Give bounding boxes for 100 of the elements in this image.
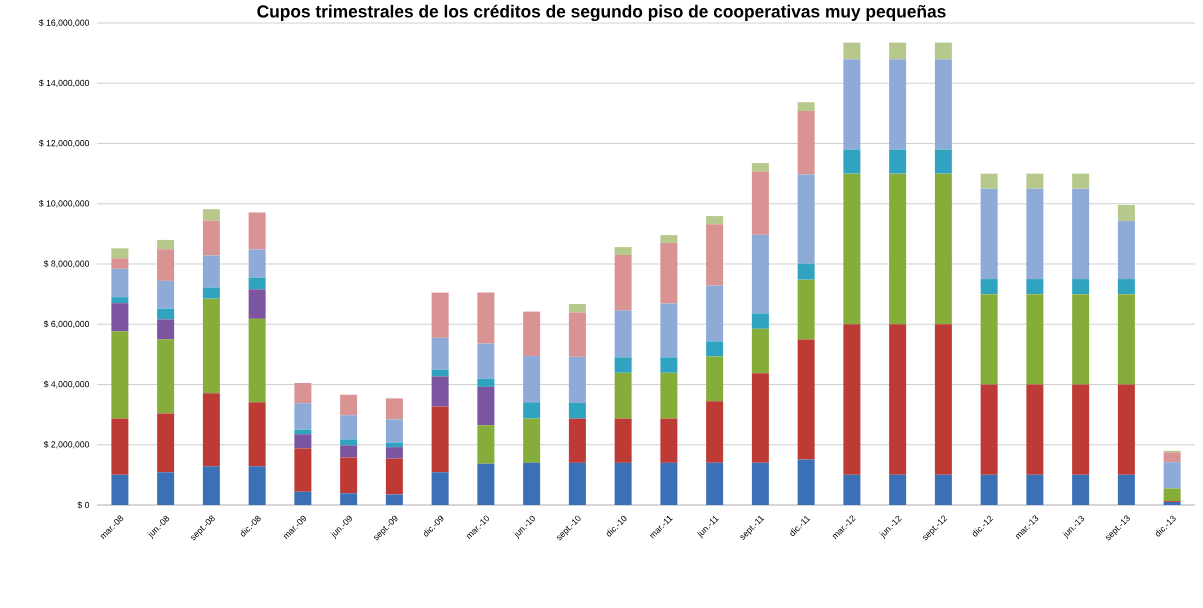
y-tick-label: $ 8,000,000	[43, 260, 90, 268]
bar	[843, 149, 861, 174]
bar	[843, 474, 861, 505]
bar	[523, 355, 541, 403]
bar	[614, 462, 632, 505]
bar	[706, 462, 724, 505]
bar	[477, 292, 495, 344]
bar	[294, 448, 312, 492]
bar	[202, 287, 220, 299]
bar	[568, 418, 586, 463]
bar	[797, 279, 815, 340]
bar	[797, 339, 815, 460]
bar	[889, 324, 907, 475]
bar	[843, 59, 861, 150]
bar	[202, 209, 220, 221]
bar	[202, 466, 220, 505]
bar	[294, 383, 312, 404]
bar	[1163, 488, 1181, 502]
bar	[1117, 474, 1135, 505]
bar	[294, 434, 312, 449]
bar	[568, 312, 586, 357]
bar	[248, 466, 266, 505]
bar	[1026, 173, 1044, 189]
bar	[340, 493, 358, 505]
bar	[614, 372, 632, 419]
bar	[614, 310, 632, 358]
bar	[1163, 452, 1181, 463]
bar	[889, 173, 907, 325]
bar	[294, 403, 312, 430]
y-tick-label: $ 0	[77, 501, 90, 509]
bar	[1026, 279, 1044, 295]
bar	[980, 384, 998, 475]
bar	[660, 242, 678, 304]
bar	[934, 42, 952, 60]
bar	[111, 268, 129, 298]
y-tick-label: $ 16,000,000	[38, 19, 90, 27]
bar	[385, 458, 403, 495]
bar	[614, 247, 632, 255]
bar	[568, 356, 586, 403]
bar	[1072, 188, 1090, 280]
bar	[751, 373, 769, 463]
bar	[202, 220, 220, 256]
bar	[431, 292, 449, 338]
bar	[660, 235, 678, 243]
bar	[340, 394, 358, 416]
y-tick-label: $ 2,000,000	[43, 441, 90, 449]
bar	[614, 418, 632, 463]
bar	[385, 447, 403, 459]
bar	[523, 462, 541, 505]
bar	[202, 298, 220, 394]
bar	[340, 439, 358, 446]
bar	[843, 42, 861, 60]
chart-title: Cupos trimestrales de los créditos de segundo piso de cooperativas muy pequeñas	[257, 4, 946, 22]
bar	[568, 462, 586, 505]
bar	[797, 102, 815, 111]
bar	[1026, 188, 1044, 280]
bar	[614, 357, 632, 373]
bar	[660, 303, 678, 358]
bar	[660, 372, 678, 419]
bar	[111, 248, 129, 259]
bar	[797, 110, 815, 175]
bar	[431, 369, 449, 377]
bar	[1117, 384, 1135, 475]
bar	[889, 474, 907, 505]
bar	[1026, 294, 1044, 385]
bar	[980, 294, 998, 385]
bar	[706, 224, 724, 286]
bar	[660, 418, 678, 463]
bar	[431, 376, 449, 407]
bar	[934, 324, 952, 475]
bar	[523, 418, 541, 463]
y-tick-label: $ 10,000,000	[38, 200, 90, 208]
y-tick-label: $ 12,000,000	[38, 139, 90, 148]
bar	[477, 343, 495, 379]
bar	[477, 463, 495, 505]
bar	[797, 174, 815, 264]
bar	[1072, 474, 1090, 505]
bar	[248, 249, 266, 278]
bar	[294, 491, 312, 505]
bar	[751, 163, 769, 172]
bar	[706, 401, 724, 463]
bar	[660, 462, 678, 505]
bar	[934, 474, 952, 505]
bar	[1163, 462, 1181, 489]
bar	[1117, 220, 1135, 280]
bar	[980, 474, 998, 505]
bar	[980, 173, 998, 189]
bar	[843, 173, 861, 325]
bar	[431, 472, 449, 505]
bar	[477, 378, 495, 387]
bar	[248, 402, 266, 467]
bar	[248, 289, 266, 319]
bar	[568, 402, 586, 419]
bar	[660, 357, 678, 373]
bar	[751, 313, 769, 329]
bar	[111, 331, 129, 419]
bar	[523, 311, 541, 356]
bar	[568, 304, 586, 313]
bar	[157, 280, 175, 309]
bar	[248, 318, 266, 403]
